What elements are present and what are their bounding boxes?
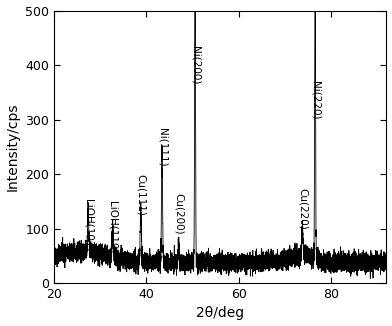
Text: Cu(220): Cu(220) — [298, 188, 307, 230]
Text: Ni(200): Ni(200) — [190, 46, 200, 84]
X-axis label: 2θ/deg: 2θ/deg — [196, 306, 244, 320]
Text: Cu(111): Cu(111) — [136, 174, 146, 216]
Y-axis label: Intensity/cps: Intensity/cps — [5, 103, 20, 191]
Text: LiOH(110): LiOH(110) — [108, 201, 118, 254]
Text: Ni(111): Ni(111) — [157, 128, 167, 166]
Text: Ni(220): Ni(220) — [310, 82, 320, 120]
Text: LiOH(101): LiOH(101) — [83, 199, 93, 251]
Text: Cu(200): Cu(200) — [174, 193, 183, 235]
